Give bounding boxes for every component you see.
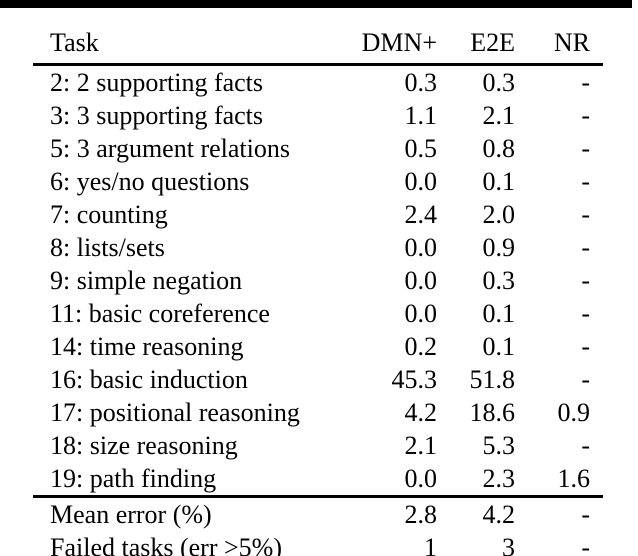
nr-value: 0.9	[557, 397, 591, 427]
failed-tasks-row: Failed tasks (err >5%) 1 3 -	[33, 531, 603, 556]
dmn-value: 0.0	[404, 166, 438, 196]
nr-value: -	[581, 166, 590, 196]
column-header-dmn: DMN+	[333, 22, 437, 66]
dmn-value: 0.2	[404, 331, 438, 361]
task-label: 18: size reasoning	[50, 430, 238, 460]
dmn-value: 4.2	[404, 397, 438, 427]
task-label: 17: positional reasoning	[50, 397, 300, 427]
task-label: 9: simple negation	[50, 265, 243, 295]
table-header-row: Task DMN+ E2E NR	[33, 22, 603, 66]
nr-value: -	[581, 232, 590, 262]
task-label: 7: counting	[50, 199, 168, 229]
task-label: 6: yes/no questions	[50, 166, 250, 196]
e2e-value: 2.1	[482, 100, 516, 130]
task-label: 16: basic induction	[50, 364, 248, 394]
e2e-value: 0.1	[482, 166, 516, 196]
dmn-value: 45.3	[391, 364, 438, 394]
task-label: 14: time reasoning	[50, 331, 244, 361]
nr-value: -	[581, 532, 590, 556]
mean-error-row: Mean error (%) 2.8 4.2 -	[33, 495, 603, 531]
e2e-value: 0.3	[482, 67, 516, 97]
nr-value: -	[581, 298, 590, 328]
table-row: 9: simple negation 0.0 0.3 -	[33, 264, 603, 297]
table-row: 7: counting 2.4 2.0 -	[33, 198, 603, 231]
nr-value: 1.6	[557, 463, 591, 493]
dmn-value: 1.1	[404, 100, 438, 130]
e2e-value: 5.3	[482, 430, 516, 460]
task-label: 19: path finding	[50, 463, 217, 493]
dmn-value: 0.0	[404, 232, 438, 262]
dmn-value: 2.4	[404, 199, 438, 229]
table-row: 14: time reasoning 0.2 0.1 -	[33, 330, 603, 363]
nr-value: -	[581, 100, 590, 130]
dmn-value: 0.0	[404, 265, 438, 295]
e2e-value: 0.9	[482, 232, 516, 262]
dmn-value: 0.3	[404, 67, 438, 97]
summary-label: Mean error (%)	[33, 495, 333, 531]
e2e-value: 4.2	[437, 495, 515, 531]
e2e-value: 18.6	[469, 397, 516, 427]
nr-value: -	[581, 133, 590, 163]
table-row: 6: yes/no questions 0.0 0.1 -	[33, 165, 603, 198]
e2e-value: 0.1	[482, 331, 516, 361]
dmn-value: 2.8	[333, 495, 437, 531]
dmn-value: 2.1	[404, 430, 438, 460]
table-row: 17: positional reasoning 4.2 18.6 0.9	[33, 396, 603, 429]
babi-error-results-table: Task DMN+ E2E NR 2: 2 supporting facts 0…	[33, 22, 603, 556]
column-header-task: Task	[33, 22, 333, 66]
task-label: 2: 2 supporting facts	[50, 67, 264, 97]
e2e-value: 2.0	[482, 199, 516, 229]
nr-value: -	[581, 331, 590, 361]
e2e-value: 0.8	[482, 133, 516, 163]
dmn-value: 0.0	[404, 463, 438, 493]
nr-value: -	[515, 495, 603, 531]
dmn-value: 0.5	[404, 133, 438, 163]
nr-value: -	[581, 364, 590, 394]
e2e-value: 0.3	[482, 265, 516, 295]
table-row: 18: size reasoning 2.1 5.3 -	[33, 429, 603, 462]
summary-label: Failed tasks (err >5%)	[50, 532, 282, 556]
nr-value: -	[581, 265, 590, 295]
task-label: 11: basic coreference	[50, 298, 270, 328]
dmn-value: 0.0	[404, 298, 438, 328]
task-label: 8: lists/sets	[50, 232, 165, 262]
e2e-value: 0.1	[482, 298, 516, 328]
dmn-value: 1	[424, 532, 437, 556]
table-row: 16: basic induction 45.3 51.8 -	[33, 363, 603, 396]
task-label: 5: 3 argument relations	[50, 133, 290, 163]
table-top-rule	[0, 0, 632, 8]
table-row: 19: path finding 0.0 2.3 1.6	[33, 462, 603, 497]
table-row: 8: lists/sets 0.0 0.9 -	[33, 231, 603, 264]
table-row: 2: 2 supporting facts 0.3 0.3 -	[33, 65, 603, 100]
task-label: 3: 3 supporting facts	[50, 100, 264, 130]
nr-value: -	[581, 199, 590, 229]
nr-value: -	[581, 430, 590, 460]
table-row: 3: 3 supporting facts 1.1 2.1 -	[33, 99, 603, 132]
column-header-e2e: E2E	[437, 22, 515, 66]
e2e-value: 2.3	[482, 463, 516, 493]
table-row: 5: 3 argument relations 0.5 0.8 -	[33, 132, 603, 165]
nr-value: -	[581, 67, 590, 97]
e2e-value: 3	[502, 532, 515, 556]
table-row: 11: basic coreference 0.0 0.1 -	[33, 297, 603, 330]
column-header-nr: NR	[515, 22, 603, 66]
e2e-value: 51.8	[469, 364, 516, 394]
